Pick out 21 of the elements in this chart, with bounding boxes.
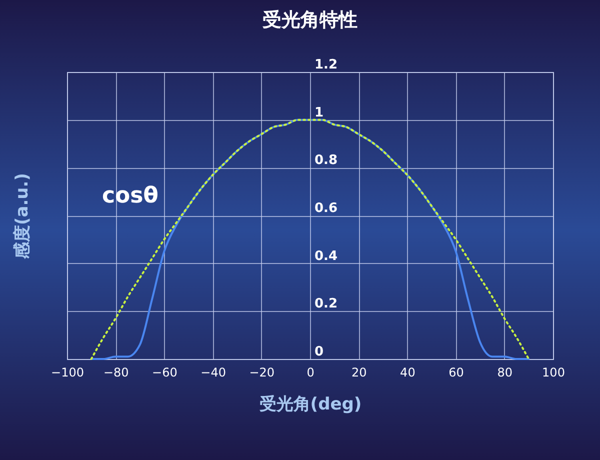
y-tick-label: 0.4 bbox=[314, 248, 338, 264]
x-tick-label: 40 bbox=[400, 366, 416, 380]
y-tick-label: 0.2 bbox=[314, 296, 338, 312]
y-tick-label: 0 bbox=[314, 344, 324, 360]
x-tick-label: 60 bbox=[448, 366, 464, 380]
x-tick-label: −80 bbox=[103, 366, 129, 380]
chart-title: 受光角特性 bbox=[262, 9, 358, 31]
y-axis-title: 感度(a.u.) bbox=[12, 172, 32, 260]
y-tick-label: 1 bbox=[314, 105, 324, 120]
x-tick-label: −100 bbox=[51, 366, 84, 380]
y-tick-label: 1.2 bbox=[314, 58, 338, 72]
y-tick-label: 0.8 bbox=[314, 153, 338, 168]
x-tick-label: 20 bbox=[351, 366, 367, 380]
x-axis-title: 受光角(deg) bbox=[259, 394, 362, 414]
y-tick-label: 0.6 bbox=[314, 201, 338, 216]
x-tick-label: −20 bbox=[249, 366, 275, 380]
x-tick-label: 100 bbox=[542, 366, 565, 380]
x-tick-label: −40 bbox=[200, 366, 226, 380]
annotation: cosθ bbox=[102, 183, 158, 208]
x-tick-label: −60 bbox=[152, 366, 178, 380]
x-tick-label: 80 bbox=[497, 366, 513, 380]
